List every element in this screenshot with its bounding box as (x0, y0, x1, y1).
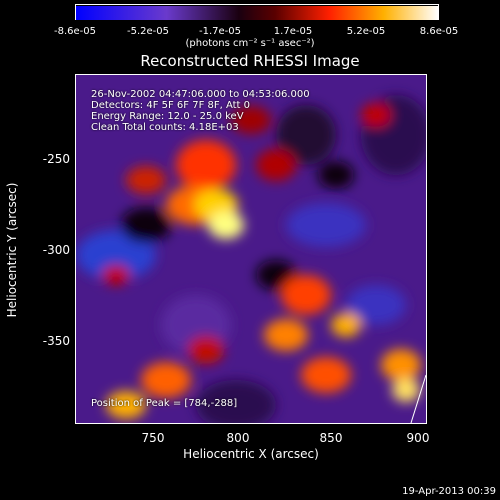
info-clean-counts: Clean Total counts: 4.18E+03 (91, 122, 239, 133)
colorbar-tick: -1.7e-05 (199, 26, 241, 37)
x-tick: 900 (406, 431, 430, 445)
info-detectors: Detectors: 4F 5F 6F 7F 8F, Att 0 (91, 100, 251, 111)
x-tick: 750 (141, 431, 165, 445)
x-axis-label: Heliocentric X (arcsec) (183, 447, 319, 461)
image-plot: 26-Nov-2002 04:47:06.000 to 04:53:06.000… (75, 74, 427, 424)
timestamp: 19-Apr-2013 00:39 (402, 486, 496, 497)
colorbar-tick: 1.7e-05 (273, 26, 313, 37)
info-energy-range: Energy Range: 12.0 - 25.0 keV (91, 111, 244, 122)
colorbar-tick: 8.6e-05 (419, 26, 459, 37)
info-time-range: 26-Nov-2002 04:47:06.000 to 04:53:06.000 (91, 89, 310, 100)
info-peak-position: Position of Peak = [784,-288] (91, 398, 238, 409)
rhessi-image (76, 75, 426, 423)
y-tick: -300 (42, 243, 70, 257)
y-axis-label: Heliocentric Y (arcsec) (5, 182, 19, 318)
y-tick: -350 (42, 334, 70, 348)
colorbar-tick: 5.2e-05 (346, 26, 386, 37)
y-tick: -250 (42, 152, 70, 166)
colorbar-units: (photons cm⁻² s⁻¹ asec⁻²) (185, 38, 315, 49)
x-tick: 850 (319, 431, 343, 445)
x-tick: 800 (226, 431, 250, 445)
colorbar-tick: -5.2e-05 (127, 26, 169, 37)
colorbar-gradient (76, 6, 438, 20)
plot-title: Reconstructed RHESSI Image (140, 52, 360, 70)
colorbar (75, 4, 439, 20)
colorbar-tick: -8.6e-05 (54, 26, 96, 37)
